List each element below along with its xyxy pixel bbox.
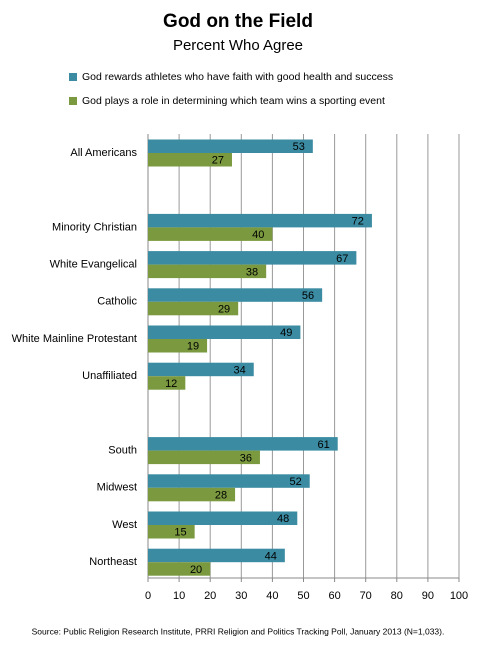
value-label: 67: [336, 253, 348, 265]
x-tick-label: 90: [422, 590, 434, 602]
value-label: 40: [252, 229, 264, 241]
x-tick-label: 0: [145, 590, 151, 602]
bar: [148, 487, 236, 502]
bar: [148, 264, 267, 279]
value-label: 56: [302, 290, 314, 302]
legend-swatch: [69, 73, 77, 81]
bar: [148, 227, 273, 241]
legend-label: God plays a role in determining which te…: [82, 95, 385, 107]
source-note: Source: Public Religion Research Institu…: [32, 626, 445, 636]
value-label: 15: [174, 527, 186, 539]
bar: [148, 525, 195, 539]
x-tick-label: 10: [173, 590, 185, 602]
value-label: 53: [293, 141, 305, 153]
y-tick-label: All Americans: [70, 147, 137, 159]
value-label: 72: [352, 216, 364, 228]
x-tick-label: 80: [391, 590, 403, 602]
bar: [148, 474, 310, 488]
value-label: 27: [212, 155, 224, 167]
value-label: 12: [165, 378, 177, 390]
bar: [148, 362, 254, 377]
chart-subtitle: Percent Who Agree: [173, 37, 303, 54]
bar: [148, 376, 186, 390]
bar: [148, 153, 232, 167]
chart-title: God on the Field: [163, 11, 313, 32]
bar: [148, 251, 357, 265]
value-label: 29: [218, 303, 230, 315]
bar: [148, 548, 285, 563]
y-tick-label: White Mainline Protestant: [12, 333, 137, 345]
x-tick-label: 100: [450, 590, 468, 602]
bar: [148, 437, 338, 451]
value-label: 36: [240, 452, 252, 464]
x-tick-label: 60: [328, 590, 340, 602]
legend-label: God rewards athletes who have faith with…: [82, 71, 393, 83]
value-label: 48: [277, 513, 289, 525]
value-label: 28: [215, 489, 227, 501]
value-label: 20: [190, 564, 202, 576]
bar: [148, 562, 211, 576]
bar: [148, 139, 313, 153]
legend-swatch: [69, 97, 77, 105]
x-tick-label: 30: [235, 590, 247, 602]
x-tick-label: 20: [204, 590, 216, 602]
y-tick-label: Northeast: [89, 556, 137, 568]
bar: [148, 325, 301, 339]
bar: [148, 450, 260, 465]
x-tick-label: 40: [266, 590, 278, 602]
value-label: 34: [233, 364, 245, 376]
x-tick-label: 50: [297, 590, 309, 602]
bar: [148, 511, 298, 525]
y-tick-label: Catholic: [97, 296, 137, 308]
value-label: 61: [317, 439, 329, 451]
bar: [148, 301, 239, 316]
bar: [148, 339, 208, 353]
value-label: 52: [289, 476, 301, 488]
x-tick-label: 70: [360, 590, 372, 602]
value-label: 38: [246, 266, 258, 278]
value-label: 19: [187, 341, 199, 353]
y-tick-label: Midwest: [97, 482, 137, 494]
y-tick-label: South: [108, 445, 137, 457]
y-tick-label: Unaffiliated: [82, 370, 137, 382]
y-tick-label: Minority Christian: [52, 221, 137, 233]
bar: [148, 288, 323, 302]
y-tick-label: West: [112, 519, 137, 531]
bar: [148, 213, 372, 228]
value-label: 44: [265, 550, 277, 562]
value-label: 49: [280, 327, 292, 339]
y-tick-label: White Evangelical: [50, 259, 137, 271]
